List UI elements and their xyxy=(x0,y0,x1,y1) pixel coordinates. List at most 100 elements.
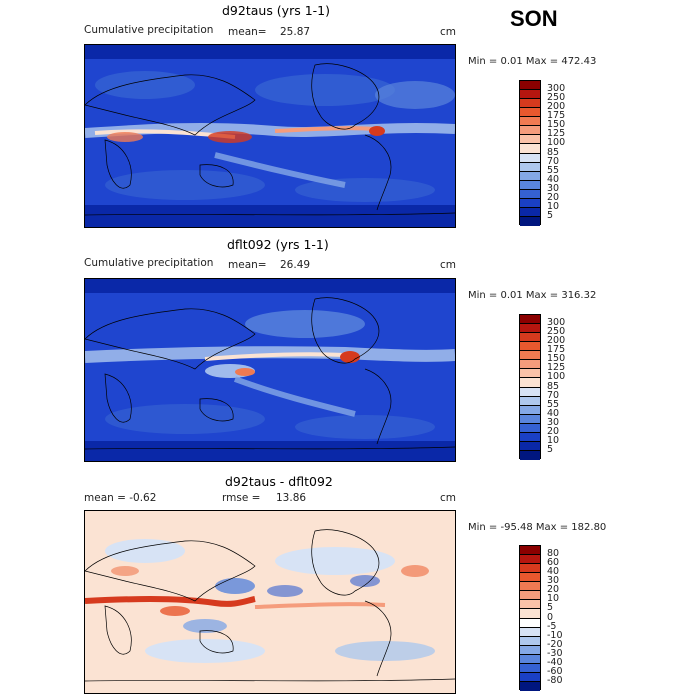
panel-2-map xyxy=(84,278,456,462)
panel-2-units: cm xyxy=(440,259,457,271)
colorbar-tick-label: 30 xyxy=(547,575,560,587)
colorbar-segment xyxy=(520,81,540,91)
colorbar-segment xyxy=(520,162,540,172)
panel-2-left-label: Cumulative precipitation xyxy=(84,257,214,269)
panel-2-stat-label: mean= xyxy=(228,259,267,271)
colorbar-tick-label: 40 xyxy=(547,407,560,419)
colorbar-segment xyxy=(520,405,540,415)
colorbar-tick-label: 5 xyxy=(547,443,554,455)
colorbar-segment xyxy=(520,396,540,406)
colorbar-tick-label: 125 xyxy=(547,362,566,374)
panel-3-minmax: Min = -95.48 Max = 182.80 xyxy=(468,522,607,533)
colorbar-tick-label: 30 xyxy=(547,416,560,428)
colorbar-tick-label: 100 xyxy=(547,137,566,149)
panel-1-map-graphic xyxy=(85,45,455,227)
colorbar-segment xyxy=(520,333,540,343)
colorbar-segment xyxy=(520,450,540,460)
colorbar-tick-label: -10 xyxy=(547,629,563,641)
colorbar-segment xyxy=(520,126,540,136)
colorbar-segment xyxy=(520,591,540,601)
colorbar-segment xyxy=(520,555,540,565)
colorbar-segment xyxy=(520,360,540,370)
colorbar-segment xyxy=(520,636,540,646)
colorbar-tick-label: 20 xyxy=(547,191,560,203)
colorbar-segment xyxy=(520,117,540,127)
colorbar-segment xyxy=(520,171,540,181)
panel-1-colorbar-labels: 300 250 200 175 150 125 100 85 70 55 40 30 20 10 5 xyxy=(547,80,587,225)
colorbar-tick-label: 40 xyxy=(547,173,560,185)
colorbar-segment xyxy=(520,672,540,682)
colorbar-segment xyxy=(520,432,540,442)
colorbar-tick-label: 200 xyxy=(547,101,566,113)
colorbar-tick-label: 300 xyxy=(547,317,566,329)
colorbar-segment xyxy=(520,609,540,619)
colorbar-tick-label: 5 xyxy=(547,209,554,221)
colorbar-tick-label: 70 xyxy=(547,155,560,167)
colorbar-segment xyxy=(520,324,540,334)
colorbar-segment xyxy=(520,180,540,190)
colorbar-segment xyxy=(520,600,540,610)
colorbar-tick-label: 30 xyxy=(547,182,560,194)
panel-2-minmax: Min = 0.01 Max = 316.32 xyxy=(468,290,597,301)
colorbar-tick-label: 200 xyxy=(547,335,566,347)
panel-1-stat-value: 25.87 xyxy=(280,26,311,38)
colorbar-segment xyxy=(520,546,540,556)
colorbar-segment xyxy=(520,342,540,352)
panel-3-colorbar xyxy=(519,545,541,691)
colorbar-segment xyxy=(520,351,540,361)
panel-3-units: cm xyxy=(440,492,457,504)
colorbar-tick-label: 175 xyxy=(547,110,566,122)
colorbar-tick-label: 10 xyxy=(547,200,560,212)
colorbar-segment xyxy=(520,153,540,163)
colorbar-tick-label: 20 xyxy=(547,425,560,437)
colorbar-segment xyxy=(520,369,540,379)
colorbar-tick-label: 70 xyxy=(547,389,560,401)
colorbar-tick-label: 300 xyxy=(547,83,566,95)
panel-2-map-graphic xyxy=(85,279,455,461)
colorbar-tick-label: 150 xyxy=(547,119,566,131)
panel-3-map-graphic xyxy=(85,511,455,693)
colorbar-tick-label: 40 xyxy=(547,566,560,578)
panel-1-units: cm xyxy=(440,26,457,38)
colorbar-segment xyxy=(520,189,540,199)
colorbar-tick-label: 10 xyxy=(547,434,560,446)
colorbar-segment xyxy=(520,423,540,433)
panel-3-left-label: mean = -0.62 xyxy=(84,492,157,504)
colorbar-segment xyxy=(520,663,540,673)
colorbar-tick-label: 175 xyxy=(547,344,566,356)
colorbar-segment xyxy=(520,378,540,388)
colorbar-segment xyxy=(520,198,540,208)
colorbar-tick-label: 250 xyxy=(547,92,566,104)
colorbar-segment xyxy=(520,582,540,592)
colorbar-segment xyxy=(520,414,540,424)
colorbar-tick-label: 0 xyxy=(547,611,554,623)
colorbar-segment xyxy=(520,564,540,574)
colorbar-segment xyxy=(520,90,540,100)
colorbar-tick-label: 80 xyxy=(547,548,560,560)
colorbar-segment xyxy=(520,645,540,655)
panel-2-colorbar-labels: 300 250 200 175 150 125 100 85 70 55 40 30 20 10 5 xyxy=(547,314,587,459)
colorbar-tick-label: 125 xyxy=(547,128,566,140)
colorbar-tick-label: 85 xyxy=(547,380,560,392)
panel-1-map xyxy=(84,44,456,228)
colorbar-tick-label: -30 xyxy=(547,647,563,659)
colorbar-segment xyxy=(520,207,540,217)
colorbar-tick-label: -5 xyxy=(547,620,557,632)
colorbar-tick-label: 150 xyxy=(547,353,566,365)
colorbar-segment xyxy=(520,618,540,628)
colorbar-tick-label: -20 xyxy=(547,638,563,650)
panel-3-stat-label: rmse = xyxy=(222,492,261,504)
colorbar-tick-label: 10 xyxy=(547,593,560,605)
colorbar-segment xyxy=(520,315,540,325)
panel-1-minmax: Min = 0.01 Max = 472.43 xyxy=(468,56,597,67)
colorbar-segment xyxy=(520,573,540,583)
panel-1-stat-label: mean= xyxy=(228,26,267,38)
season-label: SON xyxy=(510,6,558,31)
panel-3-title: d92taus - dflt092 xyxy=(225,474,333,489)
colorbar-segment xyxy=(520,99,540,109)
colorbar-segment xyxy=(520,627,540,637)
colorbar-tick-label: 20 xyxy=(547,584,560,596)
panel-2-stat-value: 26.49 xyxy=(280,259,311,271)
colorbar-segment xyxy=(520,387,540,397)
colorbar-segment xyxy=(520,144,540,154)
